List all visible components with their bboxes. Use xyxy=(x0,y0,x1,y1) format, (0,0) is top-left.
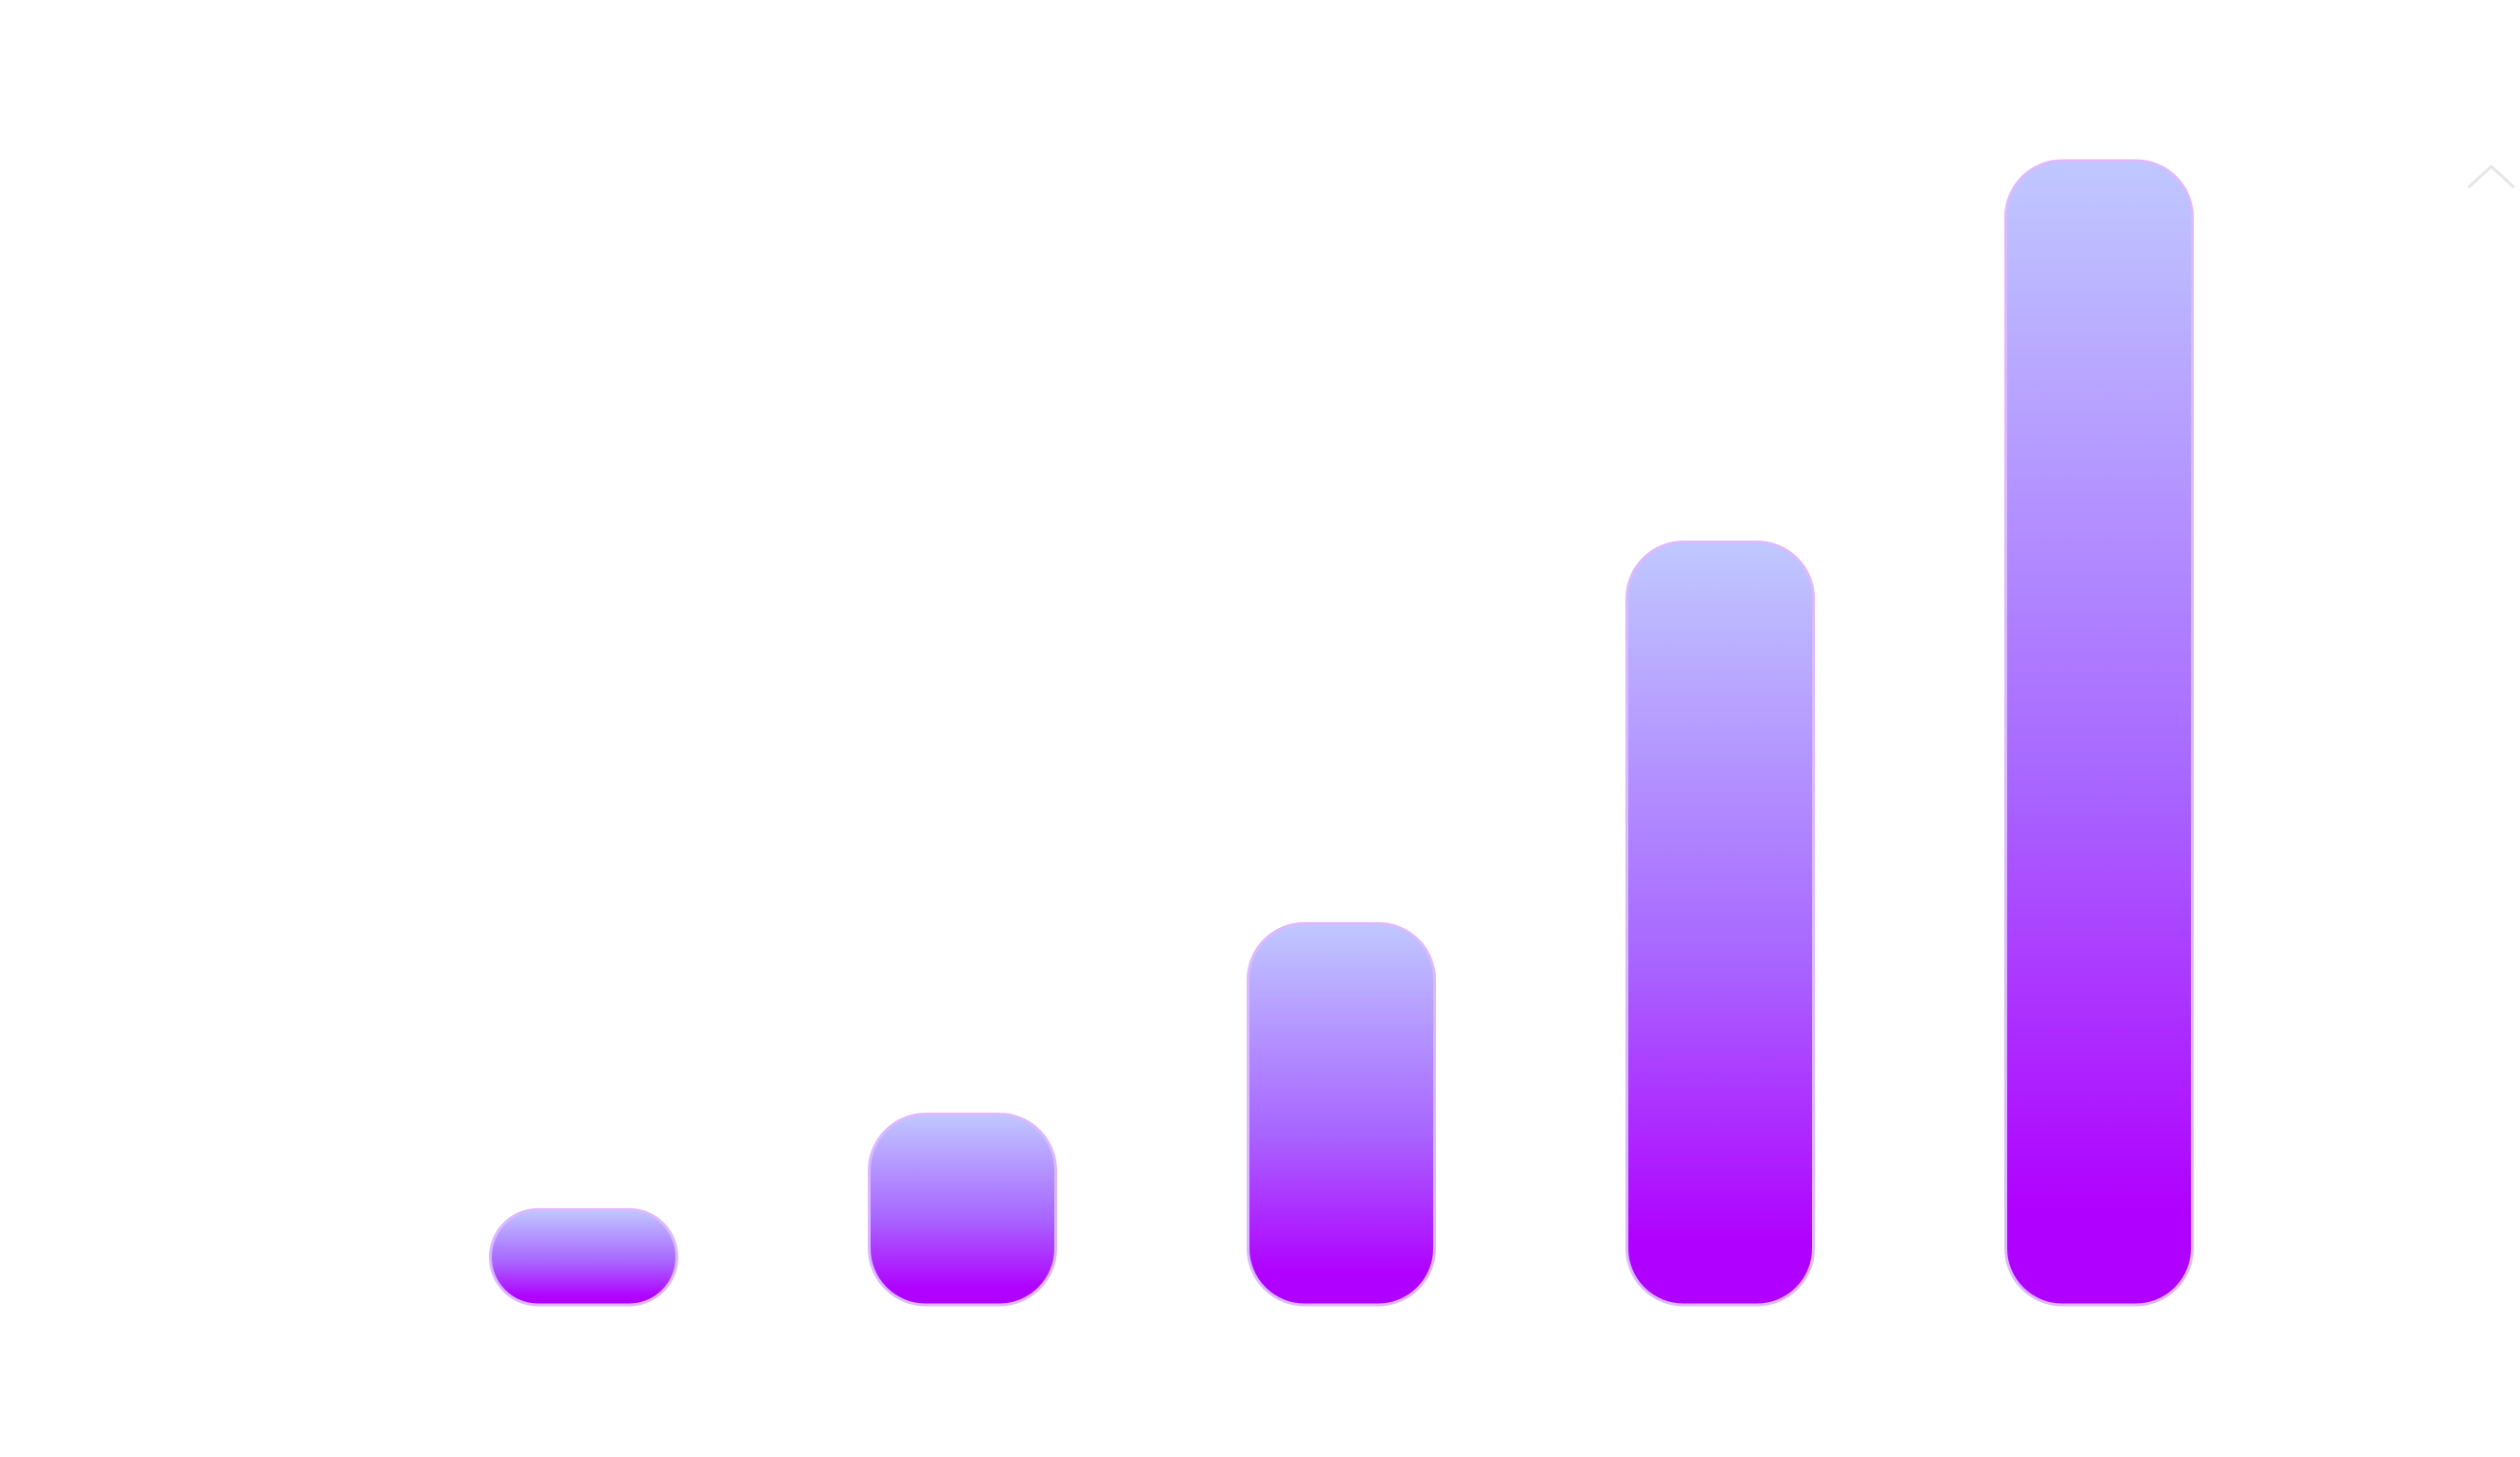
bar xyxy=(2004,159,2194,1307)
bar xyxy=(1625,541,1815,1307)
bar xyxy=(1247,921,1436,1307)
value-axis-arrow xyxy=(2466,164,2516,1305)
bar xyxy=(489,1207,678,1307)
bar xyxy=(868,1113,1057,1307)
